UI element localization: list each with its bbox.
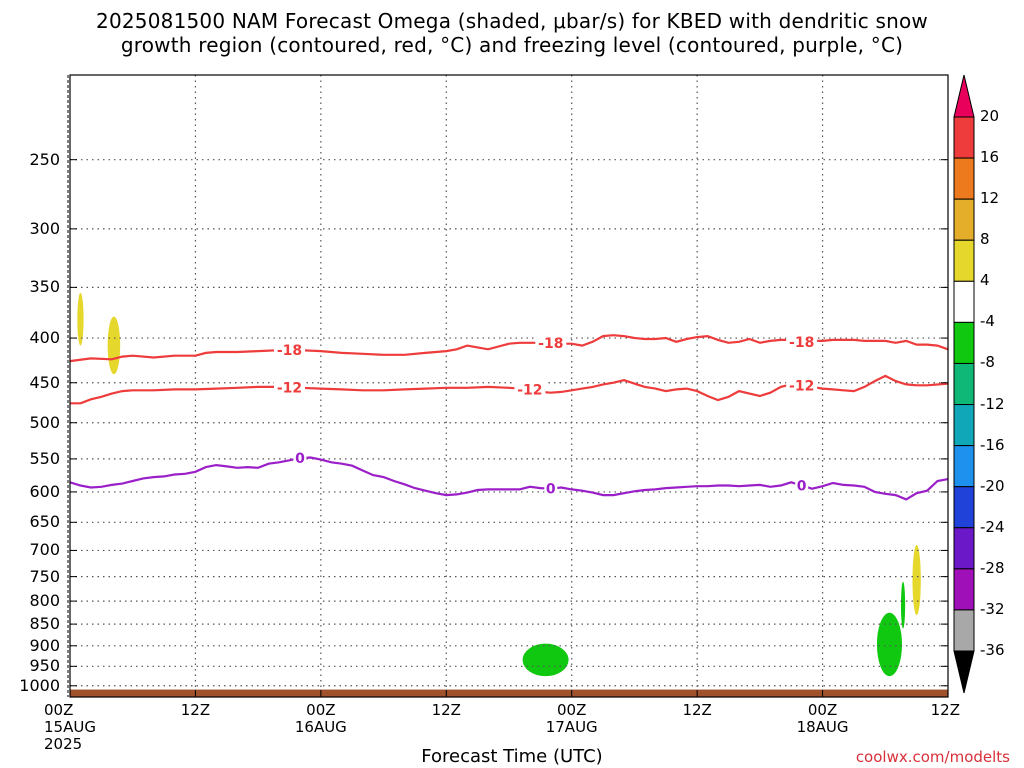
- x-tick-label: 12Z: [180, 701, 211, 719]
- omega-area-2: [912, 544, 921, 616]
- colorbar-box-11: [953, 568, 975, 611]
- colorbar-label: 12: [980, 189, 1000, 208]
- contour-label-2-0: 0: [295, 451, 305, 467]
- x-tick-label: 00Z 16AUG: [281, 702, 361, 736]
- y-tick-label: 1000: [19, 675, 60, 695]
- y-tick-label: 900: [29, 635, 60, 655]
- x-tick-label3: 2025: [44, 735, 83, 753]
- x-tick-label: 00Z: [807, 701, 838, 719]
- colorbar-label: -24: [980, 517, 1005, 536]
- colorbar-box-6: [953, 362, 975, 406]
- plot-frame: [69, 74, 949, 698]
- colorbar-box-5: [953, 321, 975, 364]
- colorbar-box-9: [953, 486, 975, 529]
- y-tick-label: 950: [29, 656, 60, 676]
- colorbar-label: -8: [980, 353, 995, 372]
- y-tick-label: 500: [29, 412, 60, 432]
- x-tick-label2: 16AUG: [294, 718, 347, 736]
- colorbar-label: 16: [980, 148, 1000, 167]
- x-tick-label: 12Z: [657, 702, 737, 719]
- y-tick-label: 700: [29, 540, 60, 560]
- colorbar-label: -36: [980, 641, 1005, 659]
- colorbar-box-4: [953, 280, 975, 323]
- contour-0: [69, 334, 949, 363]
- y-tick-label: 750: [29, 566, 60, 586]
- x-tick-label2: 15AUG: [44, 718, 96, 736]
- x-tick-label2: 18AUG: [796, 718, 849, 736]
- surface-band: [70, 689, 948, 697]
- colorbar-top-arrow: [953, 74, 975, 118]
- colorbar-label: 20: [980, 107, 1000, 125]
- x-tick-label: 12Z: [155, 702, 235, 719]
- contour-label-bg-2-2: [795, 477, 809, 494]
- contour-label-bg-2-1: [544, 480, 558, 497]
- x-tick-label: 00Z 18AUG: [783, 702, 863, 736]
- colorbar-box-8: [953, 445, 975, 488]
- colorbar-label: 4: [980, 271, 990, 290]
- contour-label-1-0: -12: [277, 380, 302, 396]
- contour-label-bg-0-0: [274, 342, 305, 359]
- x-tick-label: 12Z: [431, 701, 461, 719]
- contour-label-bg-0-2: [786, 333, 818, 350]
- contour-label-0-2: -18: [789, 335, 814, 351]
- y-tick-label: 800: [29, 591, 60, 611]
- x-tick-label: 12Z: [406, 702, 486, 719]
- contour-label-0-0: -18: [277, 343, 302, 359]
- contour-label-bg-1-1: [514, 381, 546, 398]
- y-tick-label: 850: [29, 614, 60, 634]
- contour-label-0-1: -18: [538, 336, 563, 352]
- colorbar-box-3: [953, 239, 975, 282]
- colorbar-box-10: [953, 527, 975, 570]
- contour-label-bg-2-0: [293, 450, 307, 467]
- colorbar-label: -20: [980, 476, 1005, 495]
- x-tick-label2: 17AUG: [545, 718, 598, 736]
- x-tick-label: 00Z: [44, 701, 74, 719]
- x-tick-label: 00Z: [557, 701, 587, 719]
- colorbar-box-7: [953, 404, 975, 447]
- colorbar-box-12: [953, 609, 975, 652]
- omega-area-5: [522, 643, 569, 677]
- colorbar-label: -28: [980, 558, 1005, 577]
- colorbar-label: -16: [980, 435, 1005, 454]
- contour-label-bg-1-2: [786, 377, 818, 394]
- contour-label-2-2: 0: [797, 479, 807, 495]
- omega-area-4: [900, 581, 906, 629]
- colorbar-box-0: [953, 116, 975, 159]
- omega-area-3: [876, 612, 903, 677]
- contour-label-1-1: -12: [517, 382, 542, 398]
- contour-1: [70, 374, 949, 405]
- contour-label-bg-1-0: [274, 379, 305, 396]
- colorbar-bottom-arrow: [953, 650, 975, 694]
- x-tick-label: 00Z 15AUG 2025: [44, 702, 96, 753]
- colorbar-label: 8: [980, 230, 990, 249]
- colorbar-label: -12: [980, 394, 1005, 413]
- x-tick-label: 00Z: [306, 701, 336, 719]
- source-credit: coolwx.com/modelts: [855, 748, 1010, 766]
- contour-label-1-2: -12: [789, 378, 814, 394]
- y-tick-label: 650: [29, 512, 60, 532]
- colorbar-box-1: [953, 157, 975, 200]
- colorbar-box-2: [953, 198, 975, 241]
- x-axis-label: Forecast Time (UTC): [421, 746, 603, 767]
- x-tick-label: 12Z: [930, 701, 960, 719]
- colorbar-label: -32: [980, 599, 1005, 618]
- x-tick-label: 00Z 17AUG: [532, 702, 612, 736]
- y-tick-label: 400: [29, 328, 60, 348]
- x-tick-label: 12Z: [682, 701, 712, 719]
- y-tick-label: 450: [29, 372, 60, 392]
- colorbar-label: -4: [980, 312, 995, 331]
- y-tick-label: 300: [29, 218, 60, 238]
- y-tick-label: 350: [29, 277, 60, 297]
- y-tick-label: 250: [29, 149, 60, 169]
- y-tick-label: 550: [29, 448, 60, 468]
- chart-subtitle: growth region (contoured, red, °C) and f…: [120, 33, 904, 57]
- omega-area-0: [77, 292, 84, 346]
- x-tick-label: 12Z: [908, 702, 960, 719]
- contour-label-2-1: 0: [546, 482, 556, 498]
- omega-area-1: [107, 316, 121, 375]
- y-tick-label: 600: [29, 481, 60, 501]
- contour-label-bg-0-1: [535, 334, 567, 351]
- chart-title: 2025081500 NAM Forecast Omega (shaded, μ…: [96, 9, 928, 33]
